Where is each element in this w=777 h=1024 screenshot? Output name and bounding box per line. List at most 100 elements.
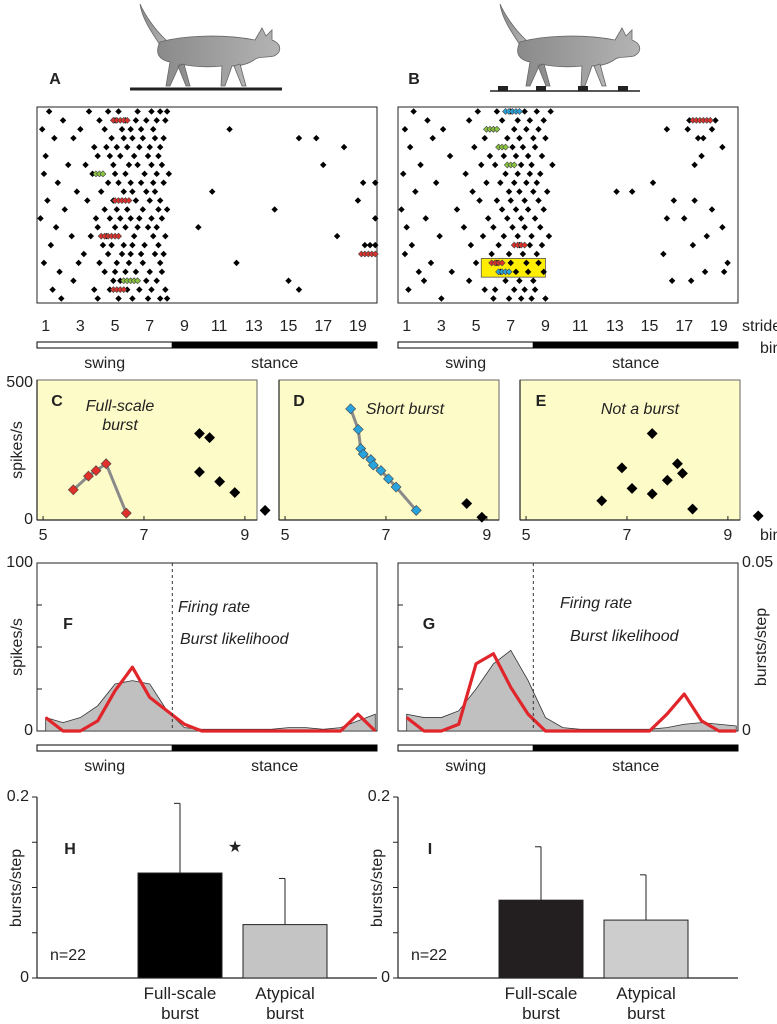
spike [528,232,535,240]
x-tick-label: 5 [522,527,531,544]
spike [132,117,140,124]
spike [424,117,431,124]
spike [660,250,667,258]
spike [113,259,121,267]
spike [668,277,676,284]
spike [472,259,480,267]
bar [603,919,689,979]
spike [500,152,508,160]
spike [535,126,542,133]
y-tick-label: 100 [6,554,33,571]
spike [486,152,494,160]
spike [476,197,483,204]
spike [542,295,549,302]
spike [115,108,122,115]
spike [519,143,527,151]
plot-frame [278,379,500,521]
spike [491,286,499,293]
rate-point [390,481,402,493]
spike [519,250,527,258]
spike [94,152,101,160]
panel-label: B [408,71,420,88]
spike [132,268,140,276]
rate-point [194,466,205,478]
spike [533,179,540,186]
spike [158,215,166,222]
y-axis-label: bursts/step [8,849,25,927]
spike [446,152,454,160]
rate-point [383,473,394,485]
spike [320,161,327,169]
spike [134,161,141,169]
phase-label: stance [612,758,659,775]
spike [94,224,101,231]
spike [493,108,501,115]
spike [511,126,518,133]
spike [91,143,98,151]
spike [127,250,134,258]
spike [91,286,98,293]
x-tick-label: 3 [76,318,85,335]
spike [500,232,508,240]
spike [509,143,516,151]
spike [438,295,445,302]
spike [649,179,657,186]
spike [372,241,379,249]
spike [143,117,150,124]
spike [162,232,169,240]
spike [156,143,164,151]
panel-label: H [64,841,76,858]
bar [137,872,223,979]
spike [123,143,131,151]
spike [108,241,115,249]
spike [120,241,127,249]
spike [543,188,551,195]
spike [120,134,127,142]
spike [162,117,169,124]
spike [153,277,160,284]
spike [136,215,143,222]
burst-likelihood-line [405,652,737,733]
spike [111,224,119,231]
x-tick-label: 19 [349,318,367,335]
spike [80,250,88,258]
spike [148,161,155,169]
phase-bar [397,341,534,349]
spike [156,108,164,115]
spike [700,134,707,142]
spike [533,108,540,115]
plot-frame [519,379,741,521]
spike [523,259,530,267]
spike [689,241,697,249]
spike [531,215,539,222]
x-tick-label: 15 [641,318,659,335]
spike [531,286,539,293]
spike [528,295,535,302]
rate-point [83,470,94,482]
spike [195,224,202,231]
spike [104,250,112,258]
burst-spike [99,170,107,178]
x-tick-label: 11 [572,318,589,335]
spike [122,224,129,231]
spike [526,170,534,178]
x-tick-label: 7 [382,527,391,544]
spike [538,241,546,249]
bar [498,899,584,979]
spike [460,224,468,231]
phase-label: stance [251,758,298,775]
spike [125,161,133,169]
spike [122,268,129,276]
spike [151,134,159,142]
spike [549,161,556,169]
spike [155,206,162,213]
spike [517,161,525,169]
spike [483,179,490,186]
x-tick-label: 11 [211,318,228,335]
spike [354,197,362,204]
spike [148,108,155,115]
spike [163,108,171,115]
rate-point [687,503,698,515]
spike [505,250,513,258]
rate-point [90,465,102,477]
